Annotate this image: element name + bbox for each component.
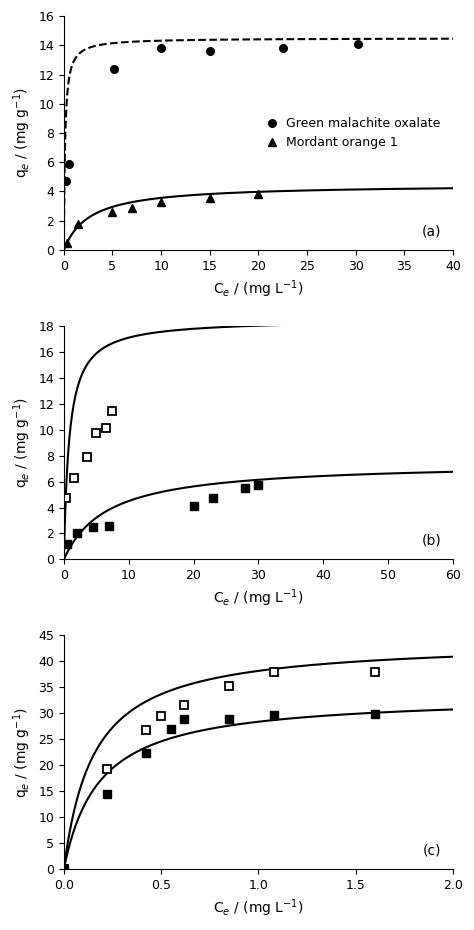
Text: (b): (b) bbox=[421, 534, 441, 548]
X-axis label: C$_e$ / (mg L$^{-1}$): C$_e$ / (mg L$^{-1}$) bbox=[213, 278, 304, 299]
Line: Mordant orange 1: Mordant orange 1 bbox=[63, 190, 262, 246]
Mordant orange 1 bbox=[207, 193, 213, 204]
Green malachite oxalate bbox=[355, 38, 360, 49]
Text: (c): (c) bbox=[423, 844, 441, 857]
Mordant orange 1 bbox=[255, 188, 261, 199]
X-axis label: C$_e$ / (mg L$^{-1}$): C$_e$ / (mg L$^{-1}$) bbox=[213, 897, 304, 919]
Green malachite oxalate bbox=[111, 63, 117, 74]
Green malachite oxalate bbox=[64, 176, 69, 187]
Mordant orange 1 bbox=[76, 218, 82, 229]
Y-axis label: q$_e$ / (mg g$^{-1}$): q$_e$ / (mg g$^{-1}$) bbox=[11, 87, 33, 179]
X-axis label: C$_e$ / (mg L$^{-1}$): C$_e$ / (mg L$^{-1}$) bbox=[213, 588, 304, 609]
Y-axis label: q$_e$ / (mg g$^{-1}$): q$_e$ / (mg g$^{-1}$) bbox=[11, 397, 33, 488]
Line: Green malachite oxalate: Green malachite oxalate bbox=[63, 40, 362, 185]
Mordant orange 1 bbox=[64, 237, 70, 248]
Legend: Green malachite oxalate, Mordant orange 1: Green malachite oxalate, Mordant orange … bbox=[259, 111, 447, 155]
Green malachite oxalate bbox=[280, 43, 285, 54]
Y-axis label: q$_e$ / (mg g$^{-1}$): q$_e$ / (mg g$^{-1}$) bbox=[11, 707, 33, 798]
Text: (a): (a) bbox=[422, 224, 441, 238]
Green malachite oxalate bbox=[207, 46, 213, 57]
Green malachite oxalate bbox=[66, 158, 72, 169]
Mordant orange 1 bbox=[129, 203, 135, 214]
Green malachite oxalate bbox=[158, 43, 164, 54]
Mordant orange 1 bbox=[158, 196, 164, 207]
Mordant orange 1 bbox=[109, 206, 115, 218]
